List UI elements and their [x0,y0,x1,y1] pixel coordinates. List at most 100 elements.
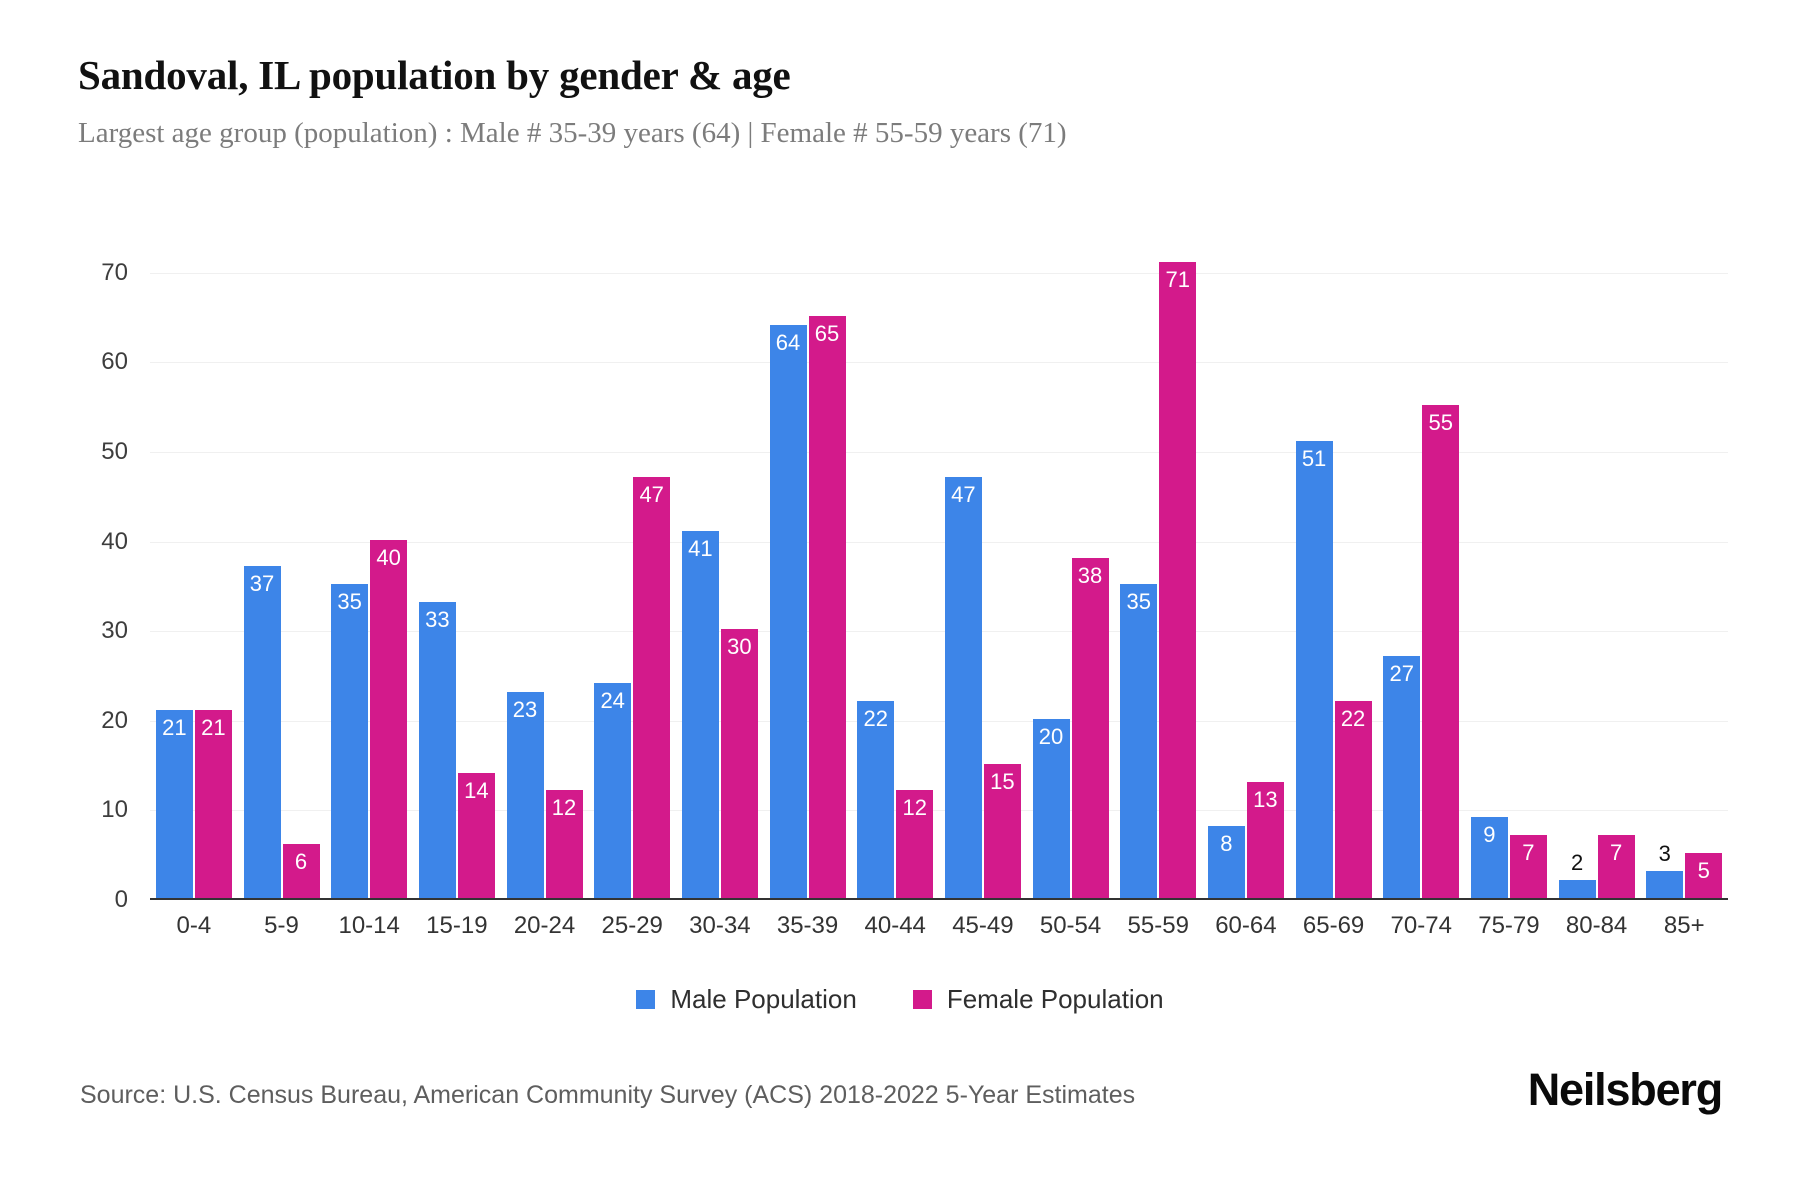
bar-male[interactable]: 41 [681,530,719,898]
bar-female[interactable]: 5 [1685,853,1723,898]
x-axis-tick-label: 85+ [1663,912,1705,939]
legend-label-male: Male Population [670,984,857,1014]
bar-female[interactable]: 14 [457,772,495,898]
x-axis-tick-label: 70-74 [1390,912,1452,939]
bar-value-label: 65 [814,320,840,346]
bar-value-label: 30 [727,634,752,660]
bar-value-label: 64 [775,329,801,355]
chart-header: Sandoval, IL population by gender & age … [78,52,1728,151]
bar-group: 41 30 [676,228,764,898]
bar-female[interactable]: 7 [1509,835,1547,898]
bar-male[interactable]: 23 [506,691,544,898]
bar-female[interactable]: 40 [370,539,408,898]
bar-male[interactable]: 51 [1295,441,1333,898]
bar-value-label: 6 [294,849,308,875]
bar-female[interactable]: 71 [1159,261,1197,898]
bar-male[interactable]: 2 [1558,852,1596,898]
bar-group: 23 12 [501,228,589,898]
x-axis-baseline [150,898,1728,900]
y-axis-tick-label: 10 [101,796,128,824]
bar-female[interactable]: 6 [282,844,320,898]
bar-female[interactable]: 65 [808,315,846,898]
brand-logo: Neilsberg [1527,1064,1723,1115]
x-axis-tick-label: 30-34 [689,912,751,939]
bar-value-label: 5 [1697,858,1710,884]
bar-value-label: 14 [464,777,489,803]
x-axis-tick-label: 65-69 [1302,912,1365,939]
bar-male[interactable]: 24 [594,682,632,898]
bar-value-label: 33 [425,607,450,633]
bar-male[interactable]: 64 [769,324,807,898]
bar-male[interactable]: 33 [418,602,456,898]
legend-item-male[interactable]: Male Population [636,984,857,1015]
plot-area: 0 10 20 30 40 50 60 70 21 21 37 6 35 40 33 14 23 12 24 47 4… [78,228,1728,918]
bar-female[interactable]: 21 [194,709,232,898]
bar-value-label: 51 [1301,446,1327,472]
bar-male[interactable]: 22 [857,700,895,898]
bar-group: 27 55 [1377,228,1465,898]
bar-female[interactable]: 7 [1597,835,1635,898]
bar-value-label: 7 [1522,840,1535,866]
y-axis-tick-label: 0 [114,886,128,913]
bar-group: 51 22 [1290,228,1378,898]
bar-value-label: 35 [1126,589,1151,615]
x-axis-tick-label: 75-79 [1478,912,1540,939]
bar-value-label: 9 [1483,822,1496,848]
gridline [150,720,1728,722]
bar-value-label: 2 [1570,850,1584,876]
bar-female[interactable]: 15 [983,763,1021,898]
bar-group: 8 13 [1202,228,1290,898]
grid-area: 21 21 37 6 35 40 33 14 23 12 24 47 41 30 64 65 22 12 47 15 2… [150,228,1728,900]
bar-male[interactable]: 21 [155,709,193,898]
x-axis-tick-label: 20-24 [513,912,576,939]
x-axis-tick-label: 35-39 [776,912,839,939]
bar-female[interactable]: 30 [720,629,758,898]
bar-value-label: 55 [1428,410,1453,436]
page-title: Sandoval, IL population by gender & age [78,52,791,98]
legend-swatch-male-icon [636,990,656,1009]
bar-female[interactable]: 47 [633,476,671,898]
gridline [150,541,1728,543]
bar-value-label: 47 [639,481,664,507]
bar-group: 35 71 [1114,228,1202,898]
bar-female[interactable]: 12 [545,790,583,898]
bar-male[interactable]: 37 [243,566,281,898]
bar-value-label: 38 [1077,562,1103,588]
bar-value-label: 47 [951,481,976,507]
bar-male[interactable]: 47 [944,476,982,898]
y-axis: 0 10 20 30 40 50 60 70 [78,228,140,913]
legend-swatch-female-icon [912,990,932,1009]
gridline [150,810,1728,812]
chart-subtitle: Largest age group (population) : Male # … [78,117,1067,150]
bar-value-label: 35 [337,589,362,615]
bar-male[interactable]: 8 [1207,826,1245,898]
gridline [150,362,1728,364]
legend-item-female[interactable]: Female Population [912,984,1164,1015]
x-axis-tick-label: 10-14 [338,912,400,939]
bar-group: 20 38 [1027,228,1115,898]
bar-value-label: 24 [600,687,625,713]
bar-male[interactable]: 35 [1120,584,1158,898]
x-axis-tick-label: 5-9 [264,912,299,939]
bar-male[interactable]: 35 [331,584,369,898]
x-axis-tick-label: 60-64 [1215,912,1277,939]
bar-male[interactable]: 20 [1032,718,1070,898]
legend-label-female: Female Population [946,984,1164,1014]
y-axis-tick-label: 20 [101,706,128,734]
bar-group: 64 65 [764,228,852,898]
bar-male[interactable]: 9 [1470,817,1508,898]
bar-male[interactable]: 3 [1646,843,1684,898]
bar-female[interactable]: 12 [896,790,934,898]
bar-group: 47 15 [939,228,1027,898]
bar-female[interactable]: 13 [1246,781,1284,898]
bar-male[interactable]: 27 [1383,656,1421,898]
bar-group: 35 40 [325,228,413,898]
bar-female[interactable]: 55 [1422,405,1460,898]
y-axis-tick-label: 70 [101,258,128,286]
bar-female[interactable]: 38 [1071,557,1109,898]
bar-group: 33 14 [413,228,501,898]
bar-female[interactable]: 22 [1334,700,1372,898]
